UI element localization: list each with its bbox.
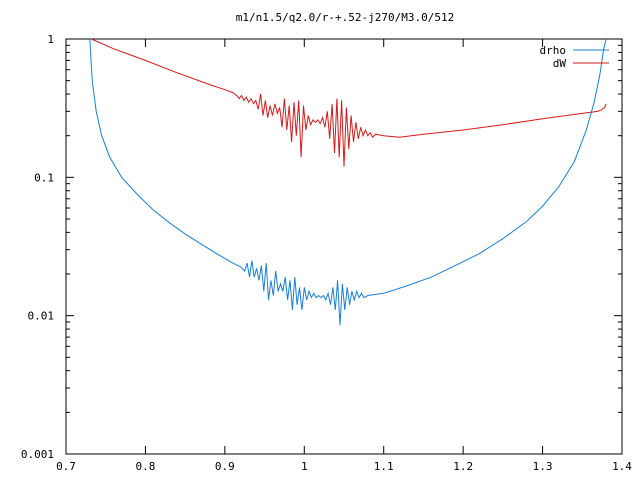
series-group <box>89 38 607 326</box>
axes-group: 0.7 0.8 0.9 1 1.1 1.2 1.3 1.4 0.001 0.01 0.1 1 <box>21 33 632 473</box>
plot-frame <box>65 38 623 455</box>
x-tick-label: 0.8 <box>135 460 155 473</box>
x-tick-label: 1.3 <box>533 460 553 473</box>
x-tick-label: 1 <box>301 460 308 473</box>
x-tick-label: 0.9 <box>215 460 235 473</box>
y-tick-label: 0.1 <box>34 171 54 184</box>
x-tick-label: 1.1 <box>374 460 394 473</box>
x-tick-label: 1.2 <box>453 460 473 473</box>
x-tick-label: 0.7 <box>56 460 76 473</box>
y-tick-label: 0.01 <box>28 310 55 323</box>
legend-label-dw: dW <box>553 57 567 70</box>
y-tick-label: 0.001 <box>21 448 54 461</box>
legend-label-drho: drho <box>540 44 567 57</box>
chart-title: m1/n1.5/q2.0/r-+.52-j270/M3.0/512 <box>236 11 455 24</box>
series-line-dw <box>91 38 607 167</box>
x-tick-label: 1.4 <box>612 460 632 473</box>
y-tick-label: 1 <box>47 33 54 46</box>
series-line-drho <box>89 38 607 326</box>
